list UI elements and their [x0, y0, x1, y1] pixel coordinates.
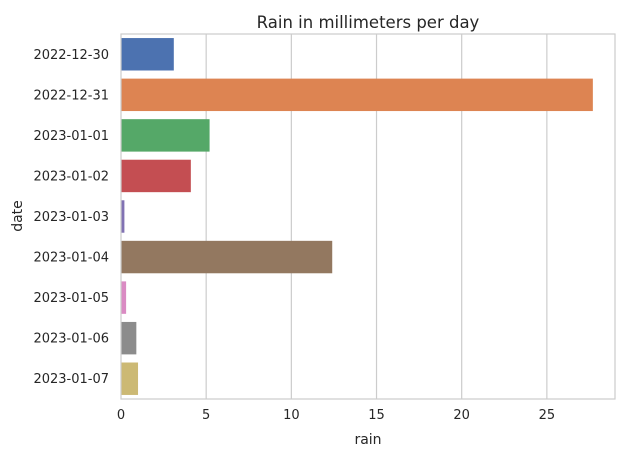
- bar-2023-01-04: [121, 240, 333, 274]
- y-tick-label: 2023-01-06: [33, 332, 109, 347]
- y-tick-label: 2023-01-04: [33, 251, 109, 266]
- x-tick-labels: 0 5 10 15 20 25: [117, 408, 555, 423]
- x-tick-label: 25: [539, 408, 556, 423]
- bar-2023-01-07: [121, 362, 139, 395]
- bar-2023-01-01: [121, 119, 210, 152]
- y-tick-label: 2023-01-07: [33, 372, 109, 387]
- y-tick-label: 2022-12-31: [33, 88, 109, 103]
- y-tick-labels: 2022-12-30 2022-12-31 2023-01-01 2023-01-02…: [33, 48, 109, 387]
- bar-2023-01-05: [121, 281, 127, 314]
- bar-2022-12-30: [121, 38, 174, 71]
- y-tick-label: 2023-01-03: [33, 210, 109, 225]
- x-tick-label: 5: [202, 408, 210, 423]
- x-tick-label: 20: [453, 408, 470, 423]
- y-tick-label: 2023-01-05: [33, 291, 109, 306]
- x-tick-label: 0: [117, 408, 125, 423]
- chart-title: Rain in millimeters per day: [257, 13, 480, 32]
- y-axis-label: date: [10, 200, 26, 232]
- bars: [121, 38, 593, 395]
- bar-2022-12-31: [121, 78, 593, 112]
- bar-2023-01-06: [121, 321, 137, 355]
- bar-2023-01-03: [121, 200, 125, 233]
- bar-2023-01-02: [121, 159, 191, 193]
- plot-frame: [120, 33, 616, 400]
- x-tick-label: 15: [368, 408, 385, 423]
- y-tick-label: 2023-01-01: [33, 129, 109, 144]
- x-axis-label: rain: [354, 432, 381, 448]
- x-tick-label: 10: [283, 408, 300, 423]
- y-tick-label: 2022-12-30: [33, 48, 109, 63]
- y-tick-label: 2023-01-02: [33, 169, 109, 184]
